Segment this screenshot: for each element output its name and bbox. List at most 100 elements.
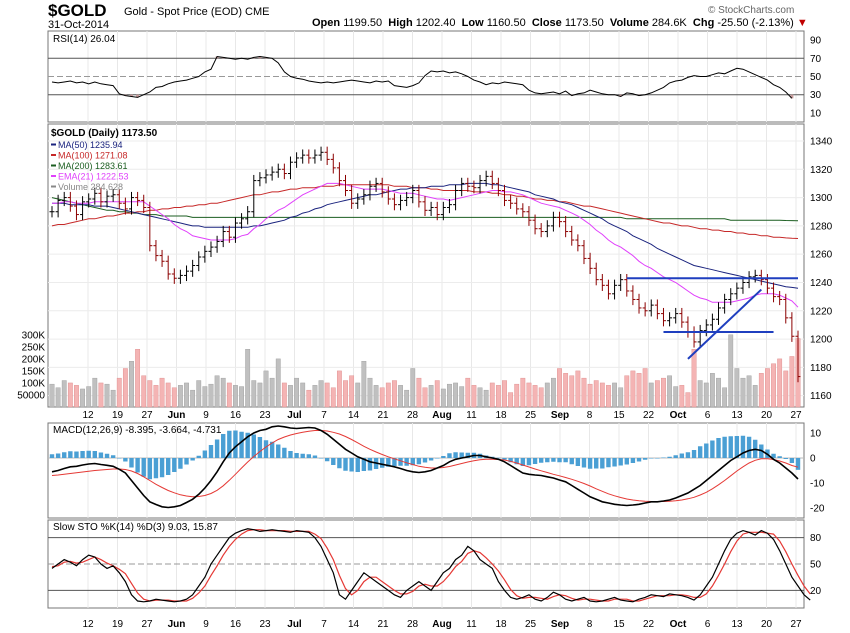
change-group: Chg -25.50 (-2.13%) ▼: [693, 17, 808, 29]
macd-histogram-bar: [147, 458, 153, 480]
x-tick-label: 8: [587, 619, 593, 630]
volume-bar: [477, 387, 483, 408]
volume-bar: [575, 370, 581, 408]
stochastic-y-tick-label: 80: [810, 533, 822, 544]
macd-histogram-bar: [306, 454, 312, 458]
change-label: Chg: [692, 17, 715, 29]
macd-histogram-bar: [538, 458, 544, 463]
x-tick-label: Aug: [432, 410, 451, 421]
macd-y-tick-label: -10: [810, 479, 825, 490]
volume-bar: [746, 375, 752, 408]
volume-bar: [508, 392, 514, 408]
volume-bar: [74, 385, 79, 408]
volume-bar: [312, 385, 318, 408]
volume-bar: [642, 368, 648, 408]
macd-histogram-bar: [465, 452, 471, 458]
stochastic-panel: 20 50 80 Slow STO %K(14) %D(3) 9.03, 15.87: [47, 519, 822, 609]
x-tick-label: Jun: [168, 410, 186, 421]
macd-histogram-bar: [618, 458, 623, 466]
volume-bar: [630, 370, 636, 408]
close-label: Close: [531, 17, 562, 29]
x-tick-label: 19: [112, 410, 124, 421]
macd-histogram-bar: [795, 458, 801, 470]
macd-histogram-bar: [594, 458, 599, 469]
price-y-tick-label: 1200: [810, 335, 833, 346]
volume-bar: [147, 380, 153, 408]
macd-histogram-bar: [673, 455, 678, 458]
macd-histogram-bar: [557, 458, 562, 463]
macd-histogram-bar: [649, 458, 654, 459]
macd-histogram-bar: [746, 436, 752, 458]
macd-histogram-bar: [685, 452, 691, 458]
macd-histogram-bar: [728, 436, 733, 458]
x-tick-label: 11: [466, 410, 477, 421]
rsi-panel: 10 30 50 70 90 RSI(14) 26.04: [47, 30, 822, 123]
volume-bar: [728, 334, 734, 408]
macd-histogram-bar: [117, 458, 122, 459]
volume-bar: [465, 377, 471, 408]
x-tick-label: 13: [731, 619, 743, 630]
macd-y-tick-label: 10: [810, 429, 822, 440]
macd-histogram-bar: [318, 458, 324, 459]
volume-bar: [520, 377, 526, 408]
volume-bar: [691, 349, 697, 408]
macd-panel: -20 -10 0 10 MACD(12,26,9) -8.395, -3.664, -…: [47, 422, 825, 519]
macd-histogram-bar: [710, 440, 715, 458]
brand-watermark: © StockCharts.com: [708, 5, 795, 16]
x-tick-label: 6: [705, 619, 711, 630]
volume-bar: [220, 377, 226, 408]
volume-bar: [538, 387, 544, 408]
macd-histogram-bar: [355, 458, 360, 472]
volume-bar: [679, 385, 685, 408]
macd-histogram-bar: [612, 458, 617, 467]
rsi-title: RSI(14) 26.04: [53, 34, 116, 45]
macd-histogram-bar: [135, 458, 140, 473]
open-value: 1199.50: [343, 17, 383, 29]
low-value: 1160.50: [486, 17, 526, 29]
x-tick-label: 7: [321, 619, 327, 630]
volume-bar: [226, 382, 232, 408]
macd-histogram-bar: [545, 458, 550, 463]
volume-bar: [349, 375, 355, 408]
volume-bar: [122, 368, 128, 408]
volume-bar: [306, 389, 312, 408]
high-label: High: [388, 17, 413, 29]
macd-histogram-bar: [129, 458, 134, 468]
volume-bar: [135, 349, 141, 408]
macd-histogram-bar: [422, 458, 428, 463]
volume-y-tick-label: 300K: [22, 330, 46, 341]
macd-histogram-bar: [49, 454, 55, 458]
x-tick-label: 16: [230, 619, 242, 630]
high-value: 1202.40: [415, 17, 456, 29]
chart-description: Gold - Spot Price (EOD) CME: [124, 6, 270, 18]
rsi-y-tick-label: 50: [810, 72, 822, 83]
macd-histogram-bar: [416, 458, 422, 465]
volume-bar: [673, 386, 679, 408]
price-y-tick-label: 1340: [810, 136, 833, 147]
volume-bar: [661, 377, 666, 408]
volume-bar: [104, 383, 110, 408]
stochastic-title: Slow STO %K(14) %D(3) 9.03, 15.87: [53, 522, 218, 533]
volume-bar: [532, 385, 538, 408]
macd-histogram-bar: [86, 450, 91, 458]
volume-bar: [159, 377, 165, 408]
macd-histogram-bar: [691, 450, 697, 458]
volume-bar: [398, 385, 403, 408]
macd-histogram-bar: [92, 451, 98, 458]
macd-histogram-bar: [386, 458, 391, 467]
x-tick-label: 27: [790, 619, 802, 630]
macd-histogram-bar: [288, 451, 293, 458]
ohlc-summary: Open 1199.50 High 1202.40 Low 1160.50 Cl…: [312, 17, 808, 29]
volume-bar: [740, 377, 746, 408]
macd-histogram-bar: [716, 438, 721, 458]
x-tick-label: Jul: [287, 619, 302, 630]
x-tick-label: 27: [790, 410, 802, 421]
macd-y-tick-label: -20: [810, 504, 825, 515]
volume-bar: [294, 377, 299, 408]
x-tick-label: 21: [377, 619, 389, 630]
macd-histogram-bar: [159, 458, 165, 478]
macd-histogram-bar: [74, 451, 79, 458]
volume-bar: [165, 382, 171, 408]
volume-bar: [263, 370, 269, 408]
